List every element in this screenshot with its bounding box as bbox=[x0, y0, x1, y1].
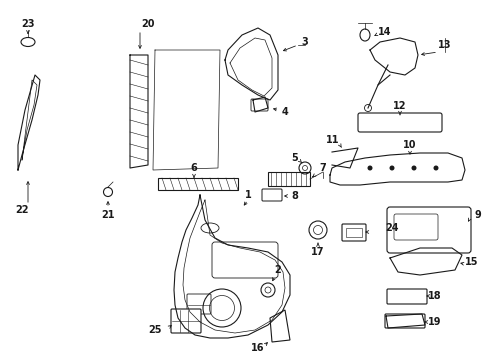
Text: 15: 15 bbox=[464, 257, 478, 267]
FancyBboxPatch shape bbox=[386, 207, 470, 253]
Text: 16: 16 bbox=[251, 343, 264, 353]
Ellipse shape bbox=[433, 166, 438, 171]
Text: 7: 7 bbox=[319, 163, 325, 173]
FancyBboxPatch shape bbox=[171, 309, 201, 333]
Text: 20: 20 bbox=[141, 19, 154, 29]
Ellipse shape bbox=[367, 166, 372, 171]
Text: 3: 3 bbox=[301, 37, 308, 47]
FancyBboxPatch shape bbox=[386, 289, 426, 304]
FancyBboxPatch shape bbox=[357, 113, 441, 132]
FancyBboxPatch shape bbox=[262, 189, 282, 201]
Text: 23: 23 bbox=[21, 19, 35, 29]
Text: 19: 19 bbox=[427, 317, 441, 327]
Text: 22: 22 bbox=[15, 205, 29, 215]
Text: 5: 5 bbox=[291, 153, 298, 163]
Text: 9: 9 bbox=[474, 210, 480, 220]
Text: 10: 10 bbox=[403, 140, 416, 150]
Ellipse shape bbox=[411, 166, 416, 171]
Text: 6: 6 bbox=[190, 163, 197, 173]
Ellipse shape bbox=[389, 166, 394, 171]
Bar bbox=[267, 172, 309, 186]
Text: 13: 13 bbox=[437, 40, 451, 50]
Text: 11: 11 bbox=[325, 135, 339, 145]
FancyBboxPatch shape bbox=[341, 224, 365, 241]
Text: 8: 8 bbox=[291, 191, 298, 201]
Text: 2: 2 bbox=[274, 265, 281, 275]
Text: 12: 12 bbox=[392, 101, 406, 111]
Text: 4: 4 bbox=[281, 107, 288, 117]
Text: 1: 1 bbox=[244, 190, 251, 200]
Text: 25: 25 bbox=[148, 325, 162, 335]
Text: 14: 14 bbox=[378, 27, 391, 37]
Text: 17: 17 bbox=[311, 247, 324, 257]
FancyBboxPatch shape bbox=[384, 314, 424, 328]
Text: 24: 24 bbox=[385, 223, 398, 233]
Text: 18: 18 bbox=[427, 291, 441, 301]
Text: 21: 21 bbox=[101, 210, 115, 220]
Bar bbox=[158, 178, 238, 190]
Bar bbox=[346, 228, 361, 237]
